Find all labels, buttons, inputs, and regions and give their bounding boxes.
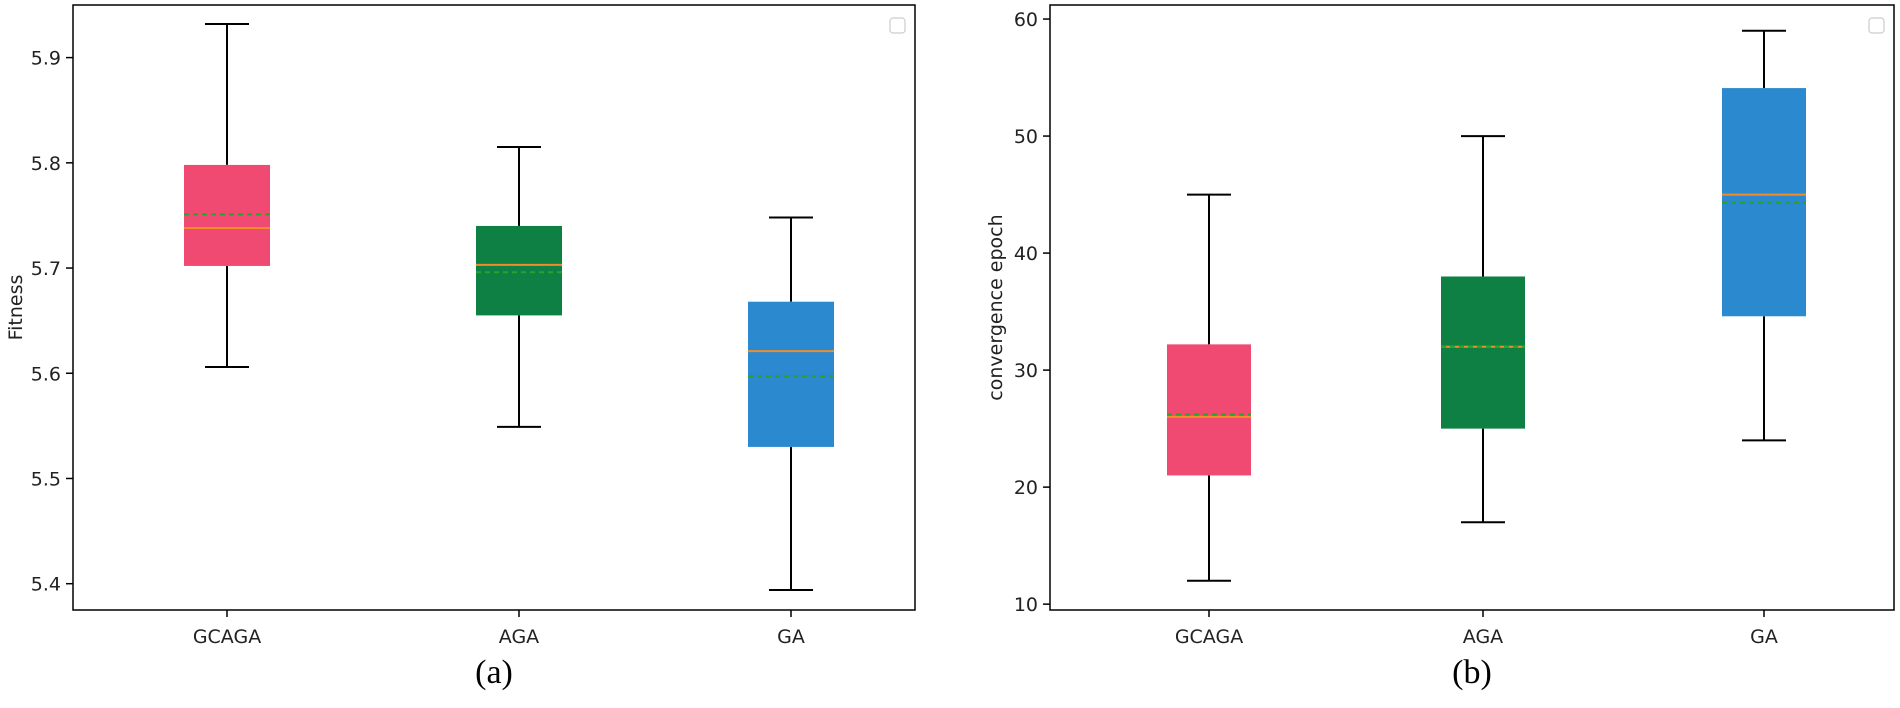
box-aga: [476, 225, 562, 316]
x-tick-label: GCAGA: [1175, 626, 1243, 648]
x-tick-label: AGA: [499, 626, 539, 648]
box-gcaga: [184, 164, 270, 266]
panel-a-fitness: 5.4 5.5 5.6 5.7 5.8 5.9 GCAGA AGA GA Fitness (a): [5, 4, 916, 691]
box-gcaga: [1167, 344, 1251, 476]
y-axis-label: Fitness: [5, 275, 27, 341]
x-tick-label: GA: [777, 626, 805, 648]
y-tick-label: 5.9: [31, 48, 61, 70]
y-tick-label: 10: [1014, 594, 1038, 616]
y-tick-label: 60: [1014, 9, 1038, 31]
y-tick-label: 5.7: [31, 258, 61, 280]
y-tick-label: 5.6: [31, 363, 61, 385]
x-tick-label: GA: [1750, 626, 1778, 648]
x-tick-label: GCAGA: [193, 626, 261, 648]
box-aga: [1441, 276, 1525, 429]
panel-b-convergence-epoch: 10 20 30 40 50 60 GCAGA AGA GA convergence epoch (…: [985, 4, 1895, 691]
y-tick-label: 30: [1014, 360, 1038, 382]
plot-frame: [1049, 4, 1895, 611]
panel-caption: (a): [475, 654, 513, 691]
plot-frame: [72, 4, 916, 611]
y-tick-label: 5.5: [31, 468, 61, 490]
y-axis-label: convergence epoch: [985, 214, 1007, 400]
panel-caption: (b): [1452, 654, 1492, 691]
y-tick-label: 50: [1014, 126, 1038, 148]
legend-box: [889, 17, 906, 34]
x-tick-label: AGA: [1463, 626, 1503, 648]
legend-box: [1868, 17, 1885, 34]
y-tick-label: 40: [1014, 243, 1038, 265]
y-tick-label: 20: [1014, 477, 1038, 499]
y-tick-label: 5.4: [31, 574, 61, 596]
box-ga: [748, 301, 834, 447]
y-tick-label: 5.8: [31, 153, 61, 175]
